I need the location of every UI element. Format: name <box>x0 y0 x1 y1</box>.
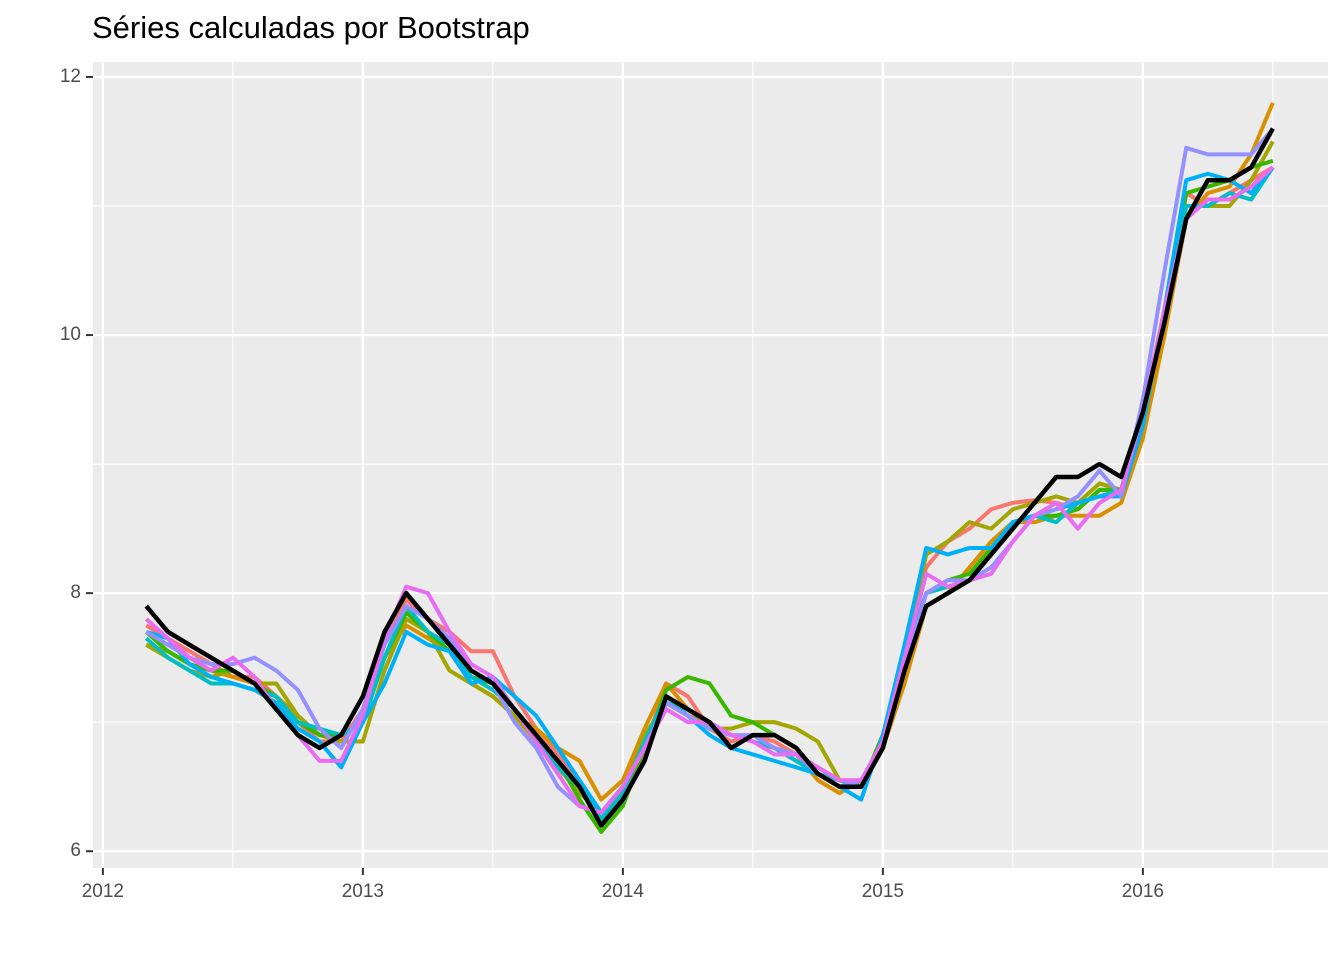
chart-title: Séries calculadas por Bootstrap <box>92 10 530 45</box>
series-line <box>144 127 1275 828</box>
x-tick-label: 2012 <box>82 881 124 902</box>
x-tick-label: 2013 <box>342 881 384 902</box>
y-tick-label: 6 <box>70 840 81 861</box>
x-tick-label: 2015 <box>862 881 904 902</box>
x-tick-label: 2014 <box>602 881 645 902</box>
series-line <box>145 166 1275 815</box>
y-tick-label: 12 <box>60 66 81 87</box>
y-tick-label: 10 <box>60 324 81 345</box>
x-tick-label: 2016 <box>1122 881 1164 902</box>
series-line <box>144 158 1274 834</box>
y-tick-label: 8 <box>70 582 81 603</box>
